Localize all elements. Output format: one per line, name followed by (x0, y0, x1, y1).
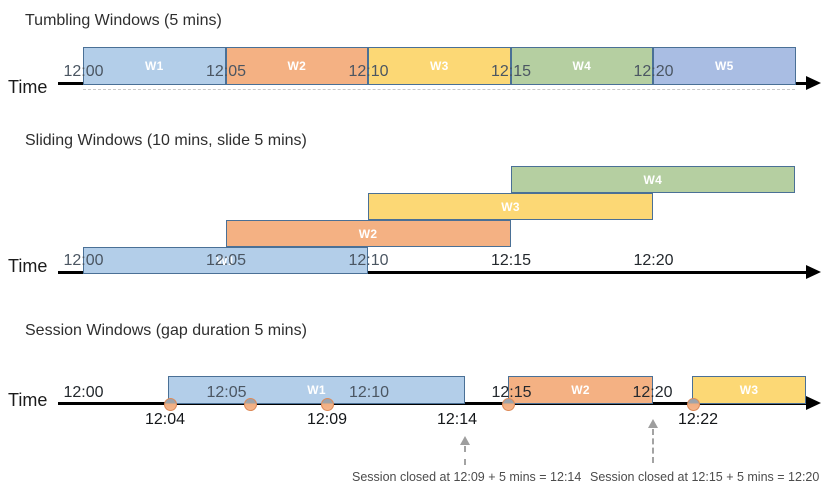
window-w1: W1 (83, 47, 226, 85)
window-label: W3 (501, 199, 520, 214)
window-w4: W4 (510, 166, 795, 193)
tick-label: 12:20 (633, 63, 674, 80)
window-label: W2 (358, 226, 378, 241)
annotation-arrow-dash (652, 429, 654, 463)
tick-label: 12:20 (633, 252, 674, 269)
window-w1: W1 (83, 247, 368, 274)
window-label: W1 (216, 253, 235, 268)
tick-label: 12:00 (63, 63, 104, 80)
time-axis-label: Time (8, 390, 48, 410)
diagram-title: Tumbling Windows (5 mins) (25, 12, 222, 29)
event-dot-icon (686, 398, 700, 411)
axis-guide-dashes (83, 89, 795, 90)
window-w3: W3 (368, 47, 511, 85)
event-dot-icon (243, 398, 257, 411)
tick-label: 12:15 (490, 252, 532, 269)
time-axis-label: Time (8, 77, 48, 97)
tick-label: 12:10 (348, 384, 390, 401)
event-time-label: 12:22 (677, 411, 719, 428)
window-w4: W4 (510, 47, 653, 85)
event-dot-icon (163, 398, 177, 411)
window-w3: W3 (368, 193, 653, 220)
event-dot-icon (320, 398, 334, 411)
time-axis (58, 271, 808, 274)
session-closed-annotation: Session closed at 12:15 + 5 mins = 12:20 (590, 470, 820, 484)
window-label: W5 (714, 59, 734, 73)
window-w2: W2 (508, 376, 653, 404)
tick-label: 12:10 (348, 63, 389, 80)
window-w2: W2 (225, 220, 511, 247)
tick-label: 12:20 (632, 384, 673, 401)
event-time-label: 12:09 (306, 411, 348, 428)
annotation-arrow-icon (648, 419, 658, 428)
window-label: W1 (307, 383, 326, 397)
window-label: W2 (287, 59, 307, 73)
window-label: W1 (144, 59, 164, 73)
tick-label: 12:10 (348, 252, 389, 269)
tick-label: 12:00 (63, 252, 104, 269)
diagram-title: Sliding Windows (10 mins, slide 5 mins) (25, 132, 307, 149)
tick-label: 12:05 (205, 252, 247, 269)
window-label: W4 (643, 172, 663, 187)
tick-label: 12:05 (205, 63, 247, 80)
time-axis-arrowhead-icon (806, 396, 821, 410)
annotation-arrow-dash (464, 446, 466, 465)
tick-label: 12:15 (491, 384, 532, 401)
tick-label: 12:15 (490, 63, 532, 80)
window-label: W3 (739, 383, 759, 397)
window-label: W4 (572, 59, 592, 73)
diagram-title: Session Windows (gap duration 5 mins) (25, 322, 307, 339)
tick-label: 12:00 (63, 384, 104, 401)
window-w5: W5 (653, 47, 796, 85)
time-axis-label: Time (8, 256, 48, 276)
window-label: W3 (429, 59, 449, 73)
annotation-arrow-icon (460, 436, 470, 445)
event-time-label: 12:04 (144, 411, 186, 428)
tick-label: 12:05 (206, 384, 247, 401)
time-axis-arrowhead-icon (806, 76, 821, 90)
window-w2: W2 (225, 47, 368, 85)
window-w3: W3 (692, 376, 806, 404)
event-time-label: 12:14 (436, 411, 478, 428)
window-label: W2 (571, 383, 590, 397)
time-axis-arrowhead-icon (806, 265, 821, 279)
session-closed-annotation: Session closed at 12:09 + 5 mins = 12:14 (352, 470, 582, 484)
event-dot-icon (501, 398, 515, 411)
window-w1: W1 (168, 376, 465, 404)
